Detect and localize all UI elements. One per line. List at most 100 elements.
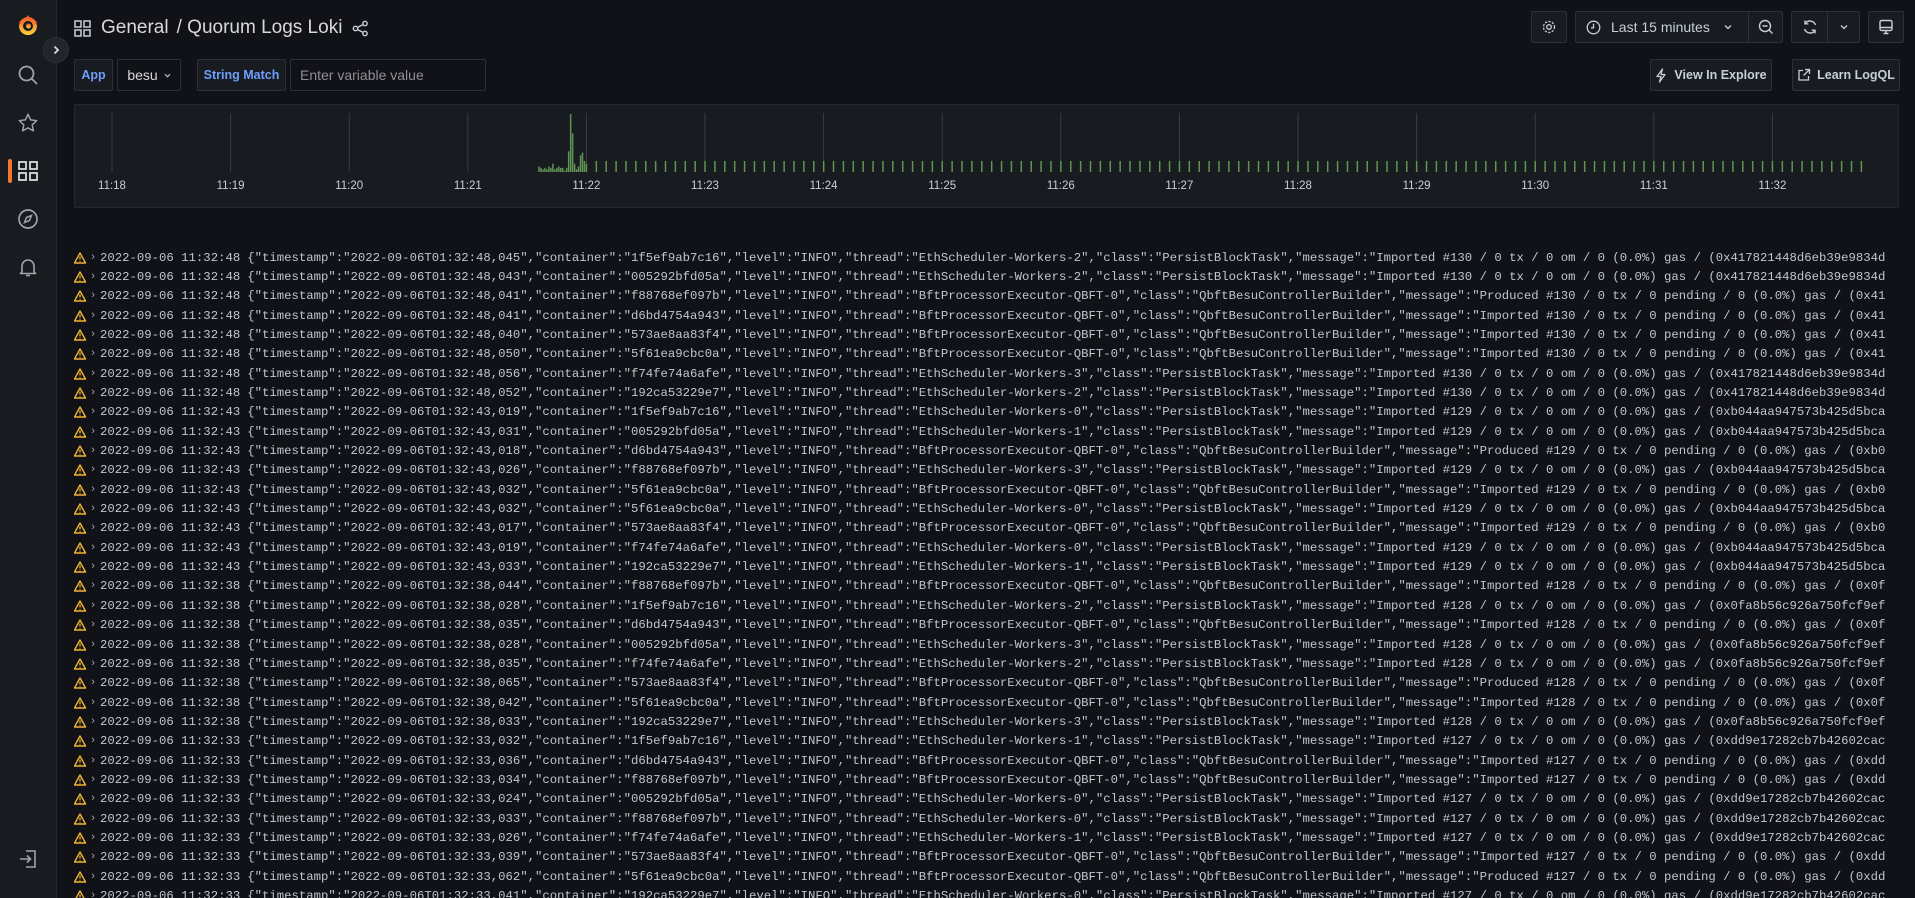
histogram-bar[interactable] (1356, 160, 1359, 172)
histogram-bar[interactable] (1771, 160, 1774, 172)
histogram-bar[interactable] (1603, 160, 1606, 172)
histogram-bar[interactable] (1336, 160, 1339, 172)
histogram-bar[interactable] (1524, 160, 1527, 172)
log-row[interactable]: › 2022-09-06 11:32:48 {"timestamp":"2022-0… (74, 267, 1899, 286)
log-row[interactable]: › 2022-09-06 11:32:38 {"timestamp":"2022-0… (74, 654, 1899, 673)
histogram-bar[interactable] (1257, 160, 1260, 172)
histogram-bar[interactable] (1623, 160, 1625, 172)
expand-row-chevron-icon[interactable]: › (89, 580, 97, 593)
expand-row-chevron-icon[interactable]: › (89, 425, 97, 438)
histogram-bar[interactable] (1060, 160, 1062, 172)
log-row[interactable]: › 2022-09-06 11:32:38 {"timestamp":"2022-0… (74, 635, 1899, 654)
sidebar-item-explore[interactable] (0, 199, 56, 239)
grafana-logo[interactable] (0, 5, 56, 45)
histogram-bar[interactable] (852, 160, 855, 172)
histogram-bar[interactable] (1425, 160, 1428, 172)
histogram-bar[interactable] (1485, 160, 1487, 172)
log-row[interactable]: › 2022-09-06 11:32:33 {"timestamp":"2022-0… (74, 867, 1899, 886)
histogram-bar[interactable] (1178, 160, 1181, 172)
expand-row-chevron-icon[interactable]: › (89, 386, 97, 399)
histogram-bar[interactable] (1238, 160, 1240, 172)
expand-row-chevron-icon[interactable]: › (89, 638, 97, 651)
histogram-bar[interactable] (546, 169, 548, 172)
histogram-bar[interactable] (1643, 160, 1645, 172)
expand-row-chevron-icon[interactable]: › (89, 483, 97, 496)
log-row[interactable]: › 2022-09-06 11:32:38 {"timestamp":"2022-0… (74, 693, 1899, 712)
histogram-bar[interactable] (1554, 160, 1556, 172)
histogram-bar[interactable] (1109, 160, 1112, 172)
expand-row-chevron-icon[interactable]: › (89, 599, 97, 612)
log-row[interactable]: › 2022-09-06 11:32:48 {"timestamp":"2022-0… (74, 287, 1899, 306)
histogram-bar[interactable] (1386, 160, 1388, 172)
sidebar-item-dashboards[interactable] (0, 151, 56, 191)
sidebar-item-sign-in[interactable] (0, 839, 56, 879)
histogram-bar[interactable] (743, 160, 746, 172)
histogram-bar[interactable] (674, 160, 677, 172)
histogram-bar[interactable] (1317, 160, 1319, 172)
zoom-out-button[interactable] (1749, 12, 1783, 42)
histogram-bar[interactable] (561, 167, 564, 172)
dashboard-settings-button[interactable] (1531, 11, 1567, 43)
histogram-bar[interactable] (583, 160, 586, 172)
expand-row-chevron-icon[interactable]: › (89, 367, 97, 380)
expand-row-chevron-icon[interactable]: › (89, 328, 97, 341)
histogram-bar[interactable] (981, 160, 983, 172)
histogram-bar[interactable] (1218, 160, 1220, 172)
log-row[interactable]: › 2022-09-06 11:32:43 {"timestamp":"2022-0… (74, 422, 1899, 441)
histogram-bar[interactable] (1475, 160, 1477, 172)
histogram-bar[interactable] (554, 169, 556, 172)
expand-row-chevron-icon[interactable]: › (89, 309, 97, 322)
expand-row-chevron-icon[interactable]: › (89, 793, 97, 806)
histogram-bar[interactable] (567, 151, 570, 172)
histogram-bar[interactable] (560, 167, 562, 172)
histogram-bar[interactable] (548, 166, 550, 172)
histogram-bar[interactable] (1435, 160, 1438, 172)
histogram-bar[interactable] (538, 166, 540, 172)
log-row[interactable]: › 2022-09-06 11:32:38 {"timestamp":"2022-0… (74, 616, 1899, 635)
histogram-bar[interactable] (1850, 160, 1853, 172)
histogram-bar[interactable] (704, 160, 706, 172)
histogram-bar[interactable] (1613, 160, 1616, 172)
histogram-bar[interactable] (1593, 160, 1596, 172)
log-row[interactable]: › 2022-09-06 11:32:33 {"timestamp":"2022-0… (74, 770, 1899, 789)
histogram-bar[interactable] (882, 160, 884, 172)
histogram-bar[interactable] (1188, 160, 1191, 172)
log-row[interactable]: › 2022-09-06 11:32:48 {"timestamp":"2022-0… (74, 364, 1899, 383)
histogram-bar[interactable] (1020, 160, 1023, 172)
log-row[interactable]: › 2022-09-06 11:32:38 {"timestamp":"2022-0… (74, 674, 1899, 693)
histogram-bar[interactable] (585, 163, 588, 172)
histogram-bar[interactable] (1079, 160, 1082, 172)
histogram-bar[interactable] (1583, 160, 1586, 172)
log-row[interactable]: › 2022-09-06 11:32:33 {"timestamp":"2022-0… (74, 848, 1899, 867)
histogram-bar[interactable] (1267, 160, 1270, 172)
histogram-bar[interactable] (550, 167, 552, 172)
histogram-bar[interactable] (1247, 160, 1250, 172)
histogram-bar[interactable] (1445, 160, 1448, 172)
histogram-bar[interactable] (573, 163, 576, 172)
histogram-bar[interactable] (635, 160, 637, 172)
histogram-bar[interactable] (1662, 160, 1665, 172)
histogram-bar[interactable] (1307, 160, 1309, 172)
histogram-bar[interactable] (552, 163, 554, 172)
histogram-bar[interactable] (544, 167, 546, 172)
histogram-bar[interactable] (1544, 160, 1546, 172)
histogram-bar[interactable] (684, 160, 687, 172)
expand-row-chevron-icon[interactable]: › (89, 696, 97, 709)
histogram-bar[interactable] (1089, 160, 1092, 172)
histogram-bar[interactable] (1119, 160, 1121, 172)
log-row[interactable]: › 2022-09-06 11:32:48 {"timestamp":"2022-0… (74, 345, 1899, 364)
histogram-bar[interactable] (645, 160, 647, 172)
histogram-bar[interactable] (1129, 160, 1131, 172)
histogram-bar[interactable] (724, 160, 726, 172)
histogram-bar[interactable] (1287, 160, 1289, 172)
histogram-bar[interactable] (1653, 160, 1655, 172)
histogram-bar[interactable] (911, 160, 914, 172)
log-row[interactable]: › 2022-09-06 11:32:38 {"timestamp":"2022-0… (74, 596, 1899, 615)
histogram-bar[interactable] (1732, 160, 1734, 172)
expand-row-chevron-icon[interactable]: › (89, 832, 97, 844)
histogram-bar[interactable] (1840, 160, 1843, 172)
histogram-bar[interactable] (1297, 160, 1299, 172)
histogram-bar[interactable] (1455, 160, 1457, 172)
histogram-bar[interactable] (1158, 160, 1161, 172)
histogram-bar[interactable] (577, 166, 580, 172)
